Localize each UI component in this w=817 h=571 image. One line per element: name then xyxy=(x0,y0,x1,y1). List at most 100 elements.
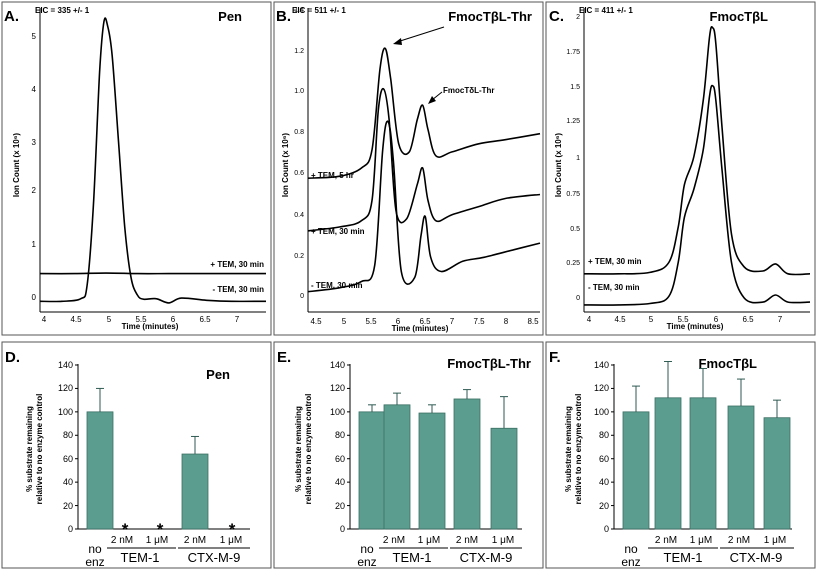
y-tick-label: 120 xyxy=(594,383,609,393)
y-tick-label: 0.25 xyxy=(566,260,580,267)
x-tick-label: 4.5 xyxy=(310,317,322,326)
y-tick-label: 0 xyxy=(576,295,580,302)
panel-f-ylabel-line1: % substrate remaining xyxy=(564,406,573,492)
y-tick-label: 0.5 xyxy=(570,226,580,233)
bar-sublabel: 2 nM xyxy=(111,535,133,546)
panel-f-y-ticks: 0 20 40 60 80 100 120 140 xyxy=(594,360,609,534)
x-tick-label: 5.5 xyxy=(677,315,689,324)
y-tick-label: 0 xyxy=(32,293,37,302)
y-tick-label: 20 xyxy=(599,501,609,511)
not-detected-marker: * xyxy=(229,520,236,539)
panel-a-eic: EIC = 335 +/- 1 xyxy=(35,6,90,15)
panel-f-label: F. xyxy=(549,349,561,366)
y-tick-label: 3 xyxy=(32,138,37,147)
group-label-ctx: CTX-M-9 xyxy=(460,550,513,565)
y-tick-label: 100 xyxy=(330,407,345,417)
x-tick-label: 6.5 xyxy=(419,317,431,326)
group-label-no: no xyxy=(360,542,374,556)
panel-c-trace-minus-tem xyxy=(583,84,811,306)
not-detected-marker: * xyxy=(157,520,164,539)
panel-c: C. EIC = 411 +/- 1 FmocTβL Ion Count (x … xyxy=(545,1,816,336)
panel-e-label: E. xyxy=(277,349,291,366)
y-tick-label: 120 xyxy=(58,383,73,393)
x-tick-label: 6 xyxy=(714,315,719,324)
y-tick-label: 0.75 xyxy=(566,191,580,198)
panel-a-trace-minus-tem xyxy=(39,17,267,304)
panel-c-trace-plus-tem xyxy=(583,25,811,276)
panel-b-peak-arrowhead xyxy=(428,96,436,104)
panel-c-x-ticks: 4 4.5 5 5.5 6 6.5 7 xyxy=(587,315,783,324)
panel-b-trace-minus-tem xyxy=(307,120,541,293)
x-tick-label: 4 xyxy=(42,315,47,324)
y-tick-label: 0.8 xyxy=(294,129,304,136)
panel-f-frame xyxy=(545,341,816,569)
x-tick-label: 5 xyxy=(107,315,112,324)
bar xyxy=(654,397,682,530)
y-tick-label: 1 xyxy=(32,240,37,249)
panel-b: B. EIC = 511 +/- 1 FmocTβL-Thr Ion Count… xyxy=(273,1,544,336)
y-tick-label: 1.2 xyxy=(294,48,304,55)
panel-d-bars xyxy=(75,364,209,530)
x-tick-label: 7 xyxy=(778,315,783,324)
panel-b-x-ticks: 4.5 5 5.5 6 6.5 7 7.5 8 8.5 xyxy=(310,317,539,326)
panel-e-ylabel-line2: relative to no enzyme control xyxy=(304,394,313,505)
bar-sublabel: 1 μM xyxy=(492,535,514,546)
bar-sublabel: 1 μM xyxy=(764,535,786,546)
y-tick-label: 2 xyxy=(32,186,37,195)
panel-f-title: FmocTβL xyxy=(699,356,758,371)
panel-a-xlabel: Time (minutes) xyxy=(122,322,179,331)
y-tick-label: 4 xyxy=(32,85,37,94)
bar-sublabel: 2 nM xyxy=(383,535,405,546)
bar xyxy=(358,411,386,530)
panel-c-trace-label-minus: - TEM, 30 min xyxy=(588,283,640,292)
group-label-enz: enz xyxy=(85,555,104,569)
panel-c-trace-label-plus: + TEM, 30 min xyxy=(588,257,642,266)
y-tick-label: 20 xyxy=(335,501,345,511)
group-label-tem1: TEM-1 xyxy=(393,550,432,565)
panel-d-title: Pen xyxy=(206,367,230,382)
y-tick-label: 0.6 xyxy=(294,170,304,177)
y-tick-label: 80 xyxy=(599,430,609,440)
x-tick-label: 4.5 xyxy=(614,315,626,324)
y-tick-label: 2 xyxy=(576,14,580,21)
x-tick-label: 5.5 xyxy=(135,315,147,324)
y-tick-label: 40 xyxy=(599,477,609,487)
y-tick-label: 100 xyxy=(58,407,73,417)
x-tick-label: 5 xyxy=(342,317,347,326)
panel-f-x-labels: 2 nM 1 μM 2 nM 1 μM no enz TEM-1 CTX-M-9 xyxy=(621,535,794,569)
y-tick-label: 60 xyxy=(63,454,73,464)
y-tick-label: 1.0 xyxy=(294,88,304,95)
panel-e-ylabel-line1: % substrate remaining xyxy=(294,406,303,492)
group-label-tem1: TEM-1 xyxy=(664,550,703,565)
x-tick-label: 6.5 xyxy=(199,315,211,324)
panel-b-title: FmocTβL-Thr xyxy=(448,9,532,24)
y-tick-label: 40 xyxy=(335,477,345,487)
group-label-no: no xyxy=(624,542,638,556)
panel-b-y-ticks: 0 0.2 0.4 0.6 0.8 1.0 1.2 1.4 xyxy=(294,7,304,300)
bar xyxy=(181,453,209,530)
bar-sublabel: 1 μM xyxy=(146,535,168,546)
panel-e: E. FmocTβL-Thr % substrate remaining rel… xyxy=(273,341,544,569)
y-tick-label: 1.75 xyxy=(566,49,580,56)
panel-c-frame xyxy=(545,1,816,336)
bar xyxy=(490,427,518,530)
group-label-tem1: TEM-1 xyxy=(121,550,160,565)
x-tick-label: 6 xyxy=(396,317,401,326)
y-tick-label: 80 xyxy=(63,430,73,440)
group-label-ctx: CTX-M-9 xyxy=(188,550,241,565)
bar-sublabel: 1 μM xyxy=(690,535,712,546)
panel-d-label: D. xyxy=(5,349,20,366)
y-tick-label: 140 xyxy=(330,360,345,370)
y-tick-label: 1 xyxy=(576,155,580,162)
panel-b-ylabel: Ion Count (x 10⁶) xyxy=(281,133,290,197)
x-tick-label: 6 xyxy=(171,315,176,324)
panel-f-bars xyxy=(611,360,791,530)
panel-d-ylabel-line1: % substrate remaining xyxy=(25,406,34,492)
bar xyxy=(418,412,446,530)
y-tick-label: 5 xyxy=(32,32,37,41)
bar xyxy=(689,397,717,530)
panel-b-frame xyxy=(273,1,544,336)
panel-a-y-ticks: 0 1 2 3 4 5 xyxy=(32,32,37,302)
y-tick-label: 0 xyxy=(604,524,609,534)
panel-d-frame xyxy=(1,341,272,569)
